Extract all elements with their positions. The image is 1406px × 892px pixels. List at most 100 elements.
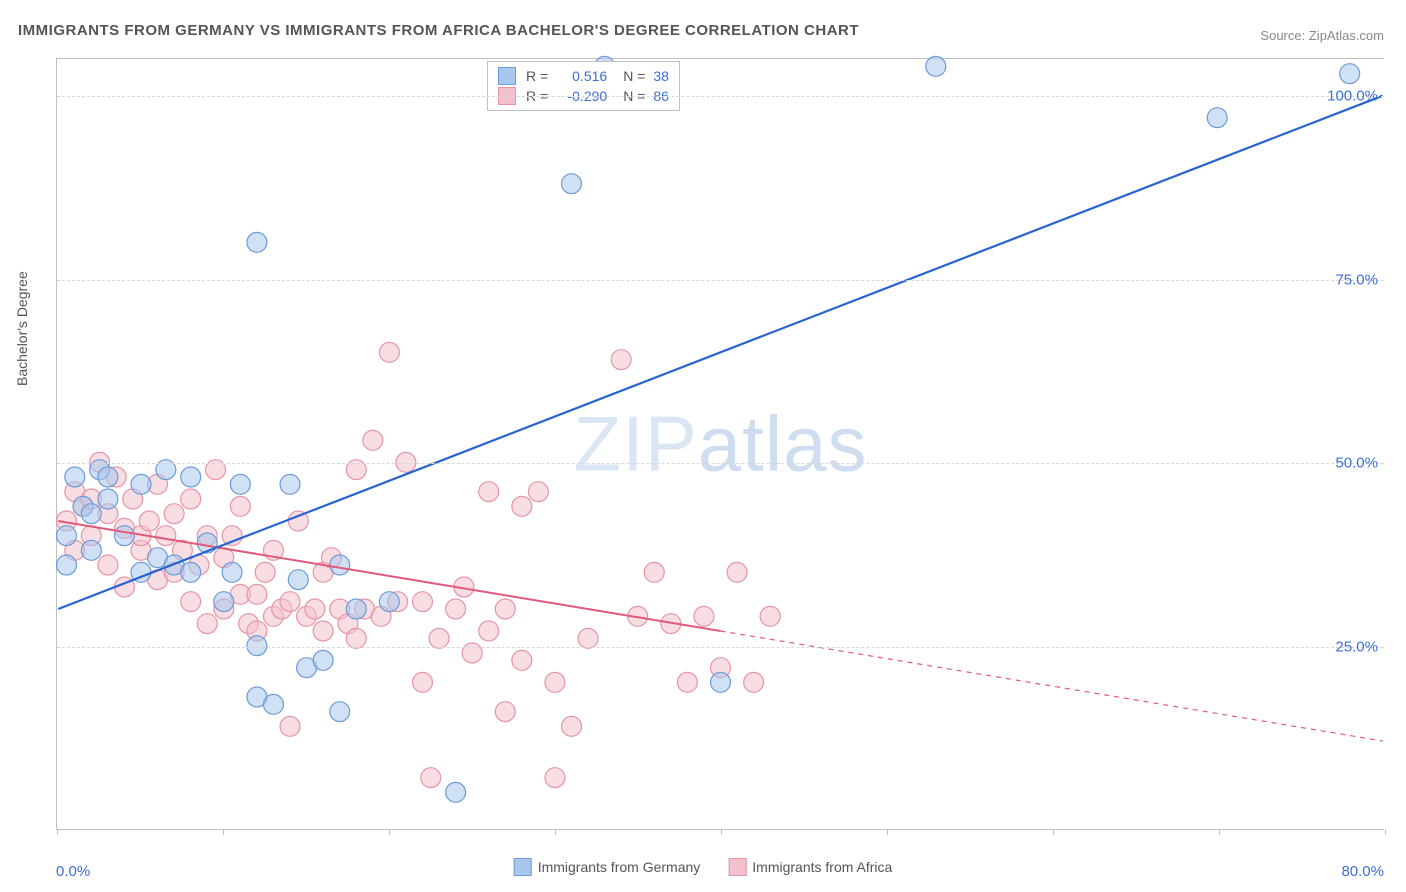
data-point-africa [462, 643, 482, 663]
grid-line [57, 280, 1384, 281]
data-point-africa [578, 628, 598, 648]
y-tick-label: 100.0% [1327, 87, 1378, 104]
data-point-africa [512, 496, 532, 516]
data-point-germany [562, 174, 582, 194]
data-point-germany [181, 562, 201, 582]
x-tick [1219, 829, 1220, 835]
data-point-africa [694, 606, 714, 626]
data-point-africa [156, 526, 176, 546]
grid-line [57, 463, 1384, 464]
x-tick [555, 829, 556, 835]
data-point-africa [181, 592, 201, 612]
regression-line-germany [58, 96, 1383, 609]
data-point-africa [255, 562, 275, 582]
data-point-africa [446, 599, 466, 619]
data-point-africa [280, 592, 300, 612]
grid-line [57, 96, 1384, 97]
data-point-germany [81, 540, 101, 560]
legend-swatch-germany-bottom [514, 858, 532, 876]
data-point-africa [495, 599, 515, 619]
y-tick-label: 25.0% [1335, 639, 1378, 656]
data-point-africa [413, 672, 433, 692]
data-point-africa [181, 489, 201, 509]
data-point-germany [711, 672, 731, 692]
data-point-africa [727, 562, 747, 582]
data-point-germany [131, 474, 151, 494]
data-point-africa [429, 628, 449, 648]
source-link[interactable]: ZipAtlas.com [1309, 28, 1384, 43]
data-point-germany [81, 504, 101, 524]
data-point-africa [421, 768, 441, 788]
y-tick-label: 50.0% [1335, 455, 1378, 472]
data-point-africa [197, 614, 217, 634]
x-tick [1053, 829, 1054, 835]
data-point-africa [528, 482, 548, 502]
data-point-germany [288, 570, 308, 590]
data-point-africa [164, 504, 184, 524]
data-point-germany [57, 526, 77, 546]
data-point-africa [98, 555, 118, 575]
data-point-germany [98, 489, 118, 509]
source-label: Source: [1260, 28, 1305, 43]
data-point-africa [479, 621, 499, 641]
data-point-germany [98, 467, 118, 487]
data-point-germany [247, 232, 267, 252]
data-point-africa [545, 672, 565, 692]
plot-area: ZIPatlas R = 0.516 N = 38 R = -0.290 N =… [56, 58, 1384, 830]
data-point-africa [346, 628, 366, 648]
plot-svg [57, 59, 1384, 829]
data-point-germany [230, 474, 250, 494]
chart-title: IMMIGRANTS FROM GERMANY VS IMMIGRANTS FR… [18, 22, 859, 39]
legend-label-africa: Immigrants from Africa [752, 859, 892, 875]
x-tick [57, 829, 58, 835]
data-point-africa [495, 702, 515, 722]
data-point-africa [139, 511, 159, 531]
correlation-legend-box: R = 0.516 N = 38 R = -0.290 N = 86 [487, 61, 680, 111]
data-point-germany [313, 650, 333, 670]
data-point-germany [926, 56, 946, 76]
data-point-africa [379, 342, 399, 362]
chart-container: IMMIGRANTS FROM GERMANY VS IMMIGRANTS FR… [0, 0, 1406, 892]
data-point-africa [396, 452, 416, 472]
data-point-germany [280, 474, 300, 494]
data-point-africa [545, 768, 565, 788]
data-point-germany [1207, 108, 1227, 128]
data-point-germany [263, 694, 283, 714]
data-point-germany [1340, 64, 1360, 84]
data-point-germany [214, 592, 234, 612]
data-point-africa [760, 606, 780, 626]
data-point-germany [330, 702, 350, 722]
data-point-africa [413, 592, 433, 612]
grid-line [57, 647, 1384, 648]
legend-r-value-germany: 0.516 [552, 68, 607, 84]
data-point-germany [346, 599, 366, 619]
data-point-africa [313, 621, 333, 641]
legend-n-value-germany: 38 [653, 68, 669, 84]
x-axis-min-label: 0.0% [56, 863, 90, 880]
data-point-africa [280, 716, 300, 736]
data-point-africa [562, 716, 582, 736]
legend-swatch-germany [498, 67, 516, 85]
data-point-germany [57, 555, 77, 575]
data-point-germany [247, 636, 267, 656]
x-tick [223, 829, 224, 835]
legend-r-label: R = [526, 68, 548, 84]
y-axis-title: Bachelor's Degree [14, 271, 30, 386]
legend-swatch-africa-bottom [728, 858, 746, 876]
data-point-germany [379, 592, 399, 612]
data-point-africa [230, 496, 250, 516]
source-attribution: Source: ZipAtlas.com [1260, 28, 1384, 43]
legend-label-germany: Immigrants from Germany [538, 859, 701, 875]
legend-row-germany: R = 0.516 N = 38 [498, 66, 669, 86]
series-legend: Immigrants from Germany Immigrants from … [514, 858, 893, 876]
legend-item-germany: Immigrants from Germany [514, 858, 701, 876]
data-point-africa [744, 672, 764, 692]
legend-n-label: N = [623, 68, 645, 84]
data-point-germany [222, 562, 242, 582]
data-point-africa [611, 350, 631, 370]
data-point-germany [181, 467, 201, 487]
data-point-africa [677, 672, 697, 692]
data-point-germany [65, 467, 85, 487]
data-point-africa [363, 430, 383, 450]
x-tick [721, 829, 722, 835]
